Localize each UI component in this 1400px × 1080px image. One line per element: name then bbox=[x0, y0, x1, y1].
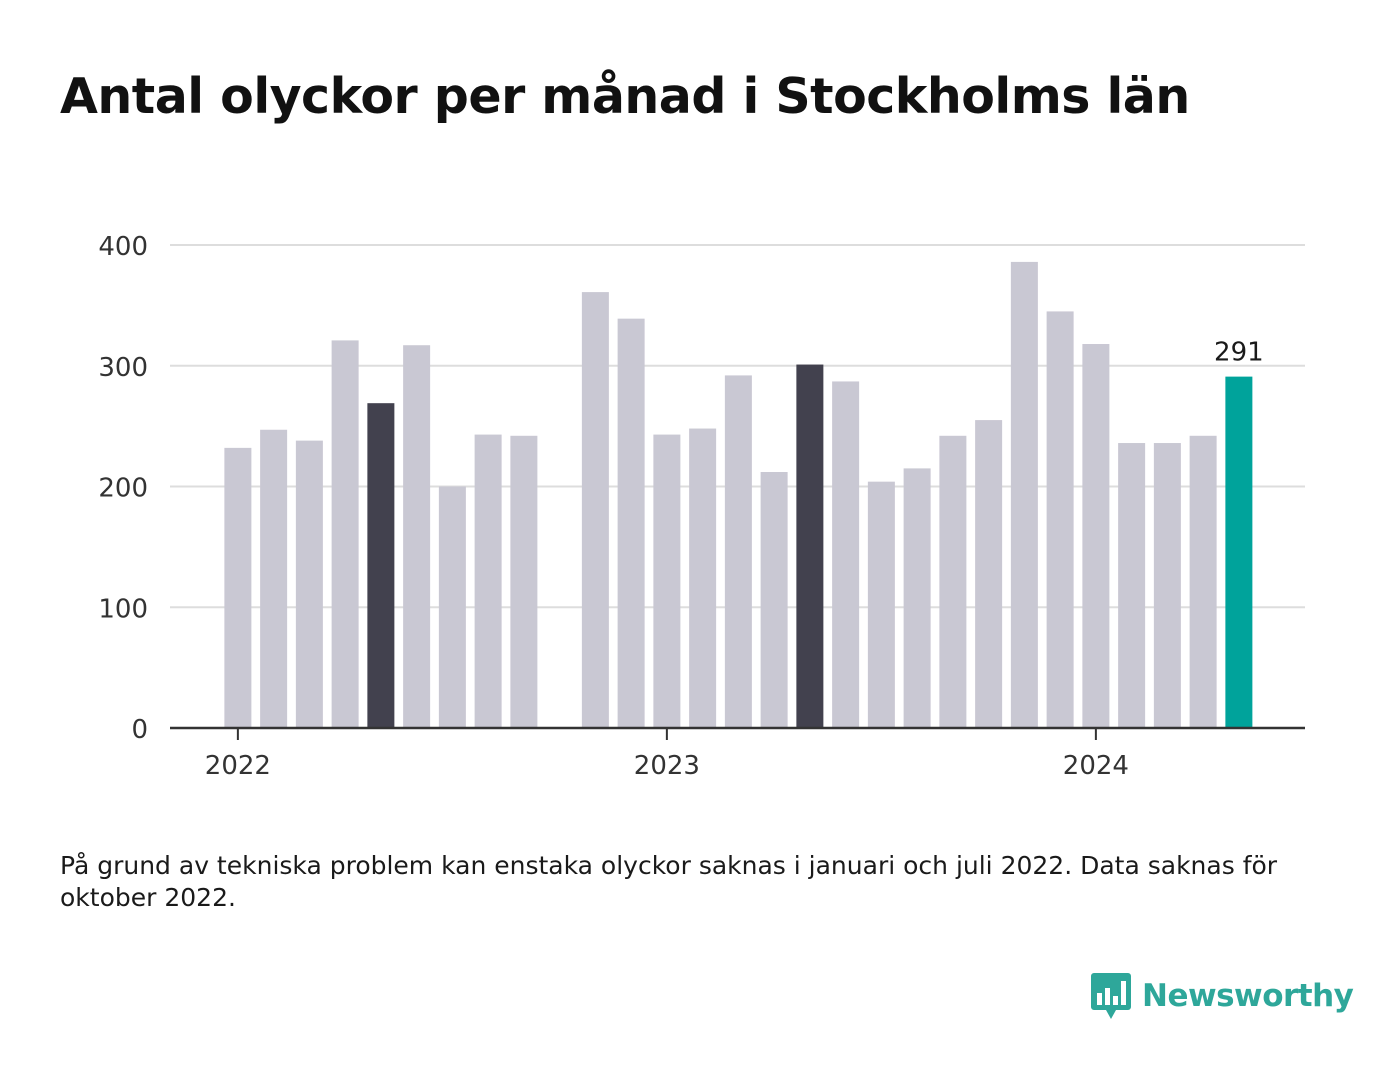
bar-2024-02 bbox=[1118, 443, 1146, 728]
bar-2022-02 bbox=[260, 429, 288, 728]
bar-2023-08 bbox=[903, 468, 931, 728]
y-tick-label: 100 bbox=[98, 594, 148, 624]
bar-2023-04 bbox=[760, 472, 788, 728]
bar-2022-06 bbox=[403, 345, 431, 728]
bar-2022-03 bbox=[295, 440, 323, 728]
bar-2024-05 bbox=[1225, 376, 1253, 728]
chart-title: Antal olyckor per månad i Stockholms län bbox=[60, 68, 1190, 125]
bar-2024-04 bbox=[1189, 435, 1217, 728]
latest-value-label: 291 bbox=[1214, 338, 1264, 368]
bar-chart-speech-bubble-icon bbox=[1091, 973, 1131, 1019]
bar-2023-03 bbox=[724, 375, 752, 728]
bar-2022-07 bbox=[438, 486, 466, 728]
bar-2022-08 bbox=[474, 434, 502, 728]
bar-2023-09 bbox=[939, 435, 967, 728]
y-axis-ticks: 0 100 200 300 400 bbox=[98, 232, 148, 745]
x-tick-label: 2022 bbox=[205, 751, 271, 781]
newsworthy-logo[interactable]: Newsworthy bbox=[1090, 970, 1354, 1022]
footnote: På grund av tekniska problem kan enstaka… bbox=[60, 851, 1278, 912]
bar-2022-09 bbox=[510, 435, 538, 728]
bar-2022-11 bbox=[581, 292, 609, 728]
bars bbox=[224, 261, 1253, 728]
x-tick-label: 2024 bbox=[1063, 751, 1129, 781]
bar-2023-06 bbox=[832, 381, 860, 728]
x-tick-label: 2023 bbox=[634, 751, 700, 781]
bar-2023-12 bbox=[1046, 311, 1074, 728]
y-tick-label: 200 bbox=[98, 474, 148, 504]
bar-2022-12 bbox=[617, 318, 645, 728]
x-axis-ticks: 2022 2023 2024 bbox=[205, 728, 1129, 781]
bar-2022-05 bbox=[367, 403, 395, 728]
bar-2022-01 bbox=[224, 447, 252, 728]
bar-2024-03 bbox=[1153, 443, 1181, 728]
brand-name: Newsworthy bbox=[1142, 978, 1354, 1014]
bar-2023-11 bbox=[1010, 261, 1038, 728]
bar-2023-10 bbox=[975, 420, 1003, 728]
bar-2023-05 bbox=[796, 364, 824, 728]
bar-2022-04 bbox=[331, 340, 359, 728]
bar-2023-02 bbox=[689, 428, 717, 728]
bar-chart: 0 100 200 300 400 2022 2023 2024 291 bbox=[98, 232, 1305, 781]
y-tick-label: 400 bbox=[98, 232, 148, 262]
bar-2023-07 bbox=[867, 481, 895, 728]
bar-2023-01 bbox=[653, 434, 681, 728]
bar-2024-01 bbox=[1082, 344, 1110, 728]
y-tick-label: 300 bbox=[98, 353, 148, 383]
y-tick-label: 0 bbox=[131, 715, 148, 745]
